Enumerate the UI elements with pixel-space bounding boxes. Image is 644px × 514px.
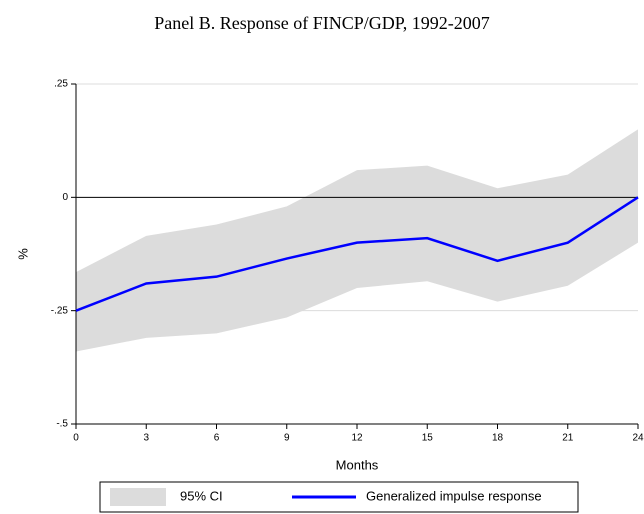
x-axis-label: Months	[336, 457, 379, 472]
y-tick-label: -.25	[51, 305, 69, 316]
x-tick-label: 0	[73, 433, 79, 444]
x-tick-label: 9	[284, 433, 290, 444]
y-tick-label: .25	[54, 79, 68, 90]
x-tick-label: 6	[214, 433, 220, 444]
y-tick-label: -.5	[56, 419, 68, 430]
y-axis-label: %	[15, 248, 30, 260]
response-line	[75, 196, 639, 312]
legend-swatch	[110, 488, 166, 506]
x-tick-label: 3	[143, 433, 149, 444]
x-tick-label: 12	[351, 433, 363, 444]
y-tick-label: 0	[62, 192, 68, 203]
x-tick-label: 21	[562, 433, 574, 444]
chart-title: Panel B. Response of FINCP/GDP, 1992-200…	[154, 13, 490, 33]
x-tick-label: 18	[492, 433, 504, 444]
x-tick-label: 15	[422, 433, 434, 444]
legend-label: 95% CI	[180, 488, 223, 503]
ci-band	[76, 129, 638, 352]
legend-label: Generalized impulse response	[366, 488, 542, 503]
x-tick-label: 24	[632, 433, 644, 444]
